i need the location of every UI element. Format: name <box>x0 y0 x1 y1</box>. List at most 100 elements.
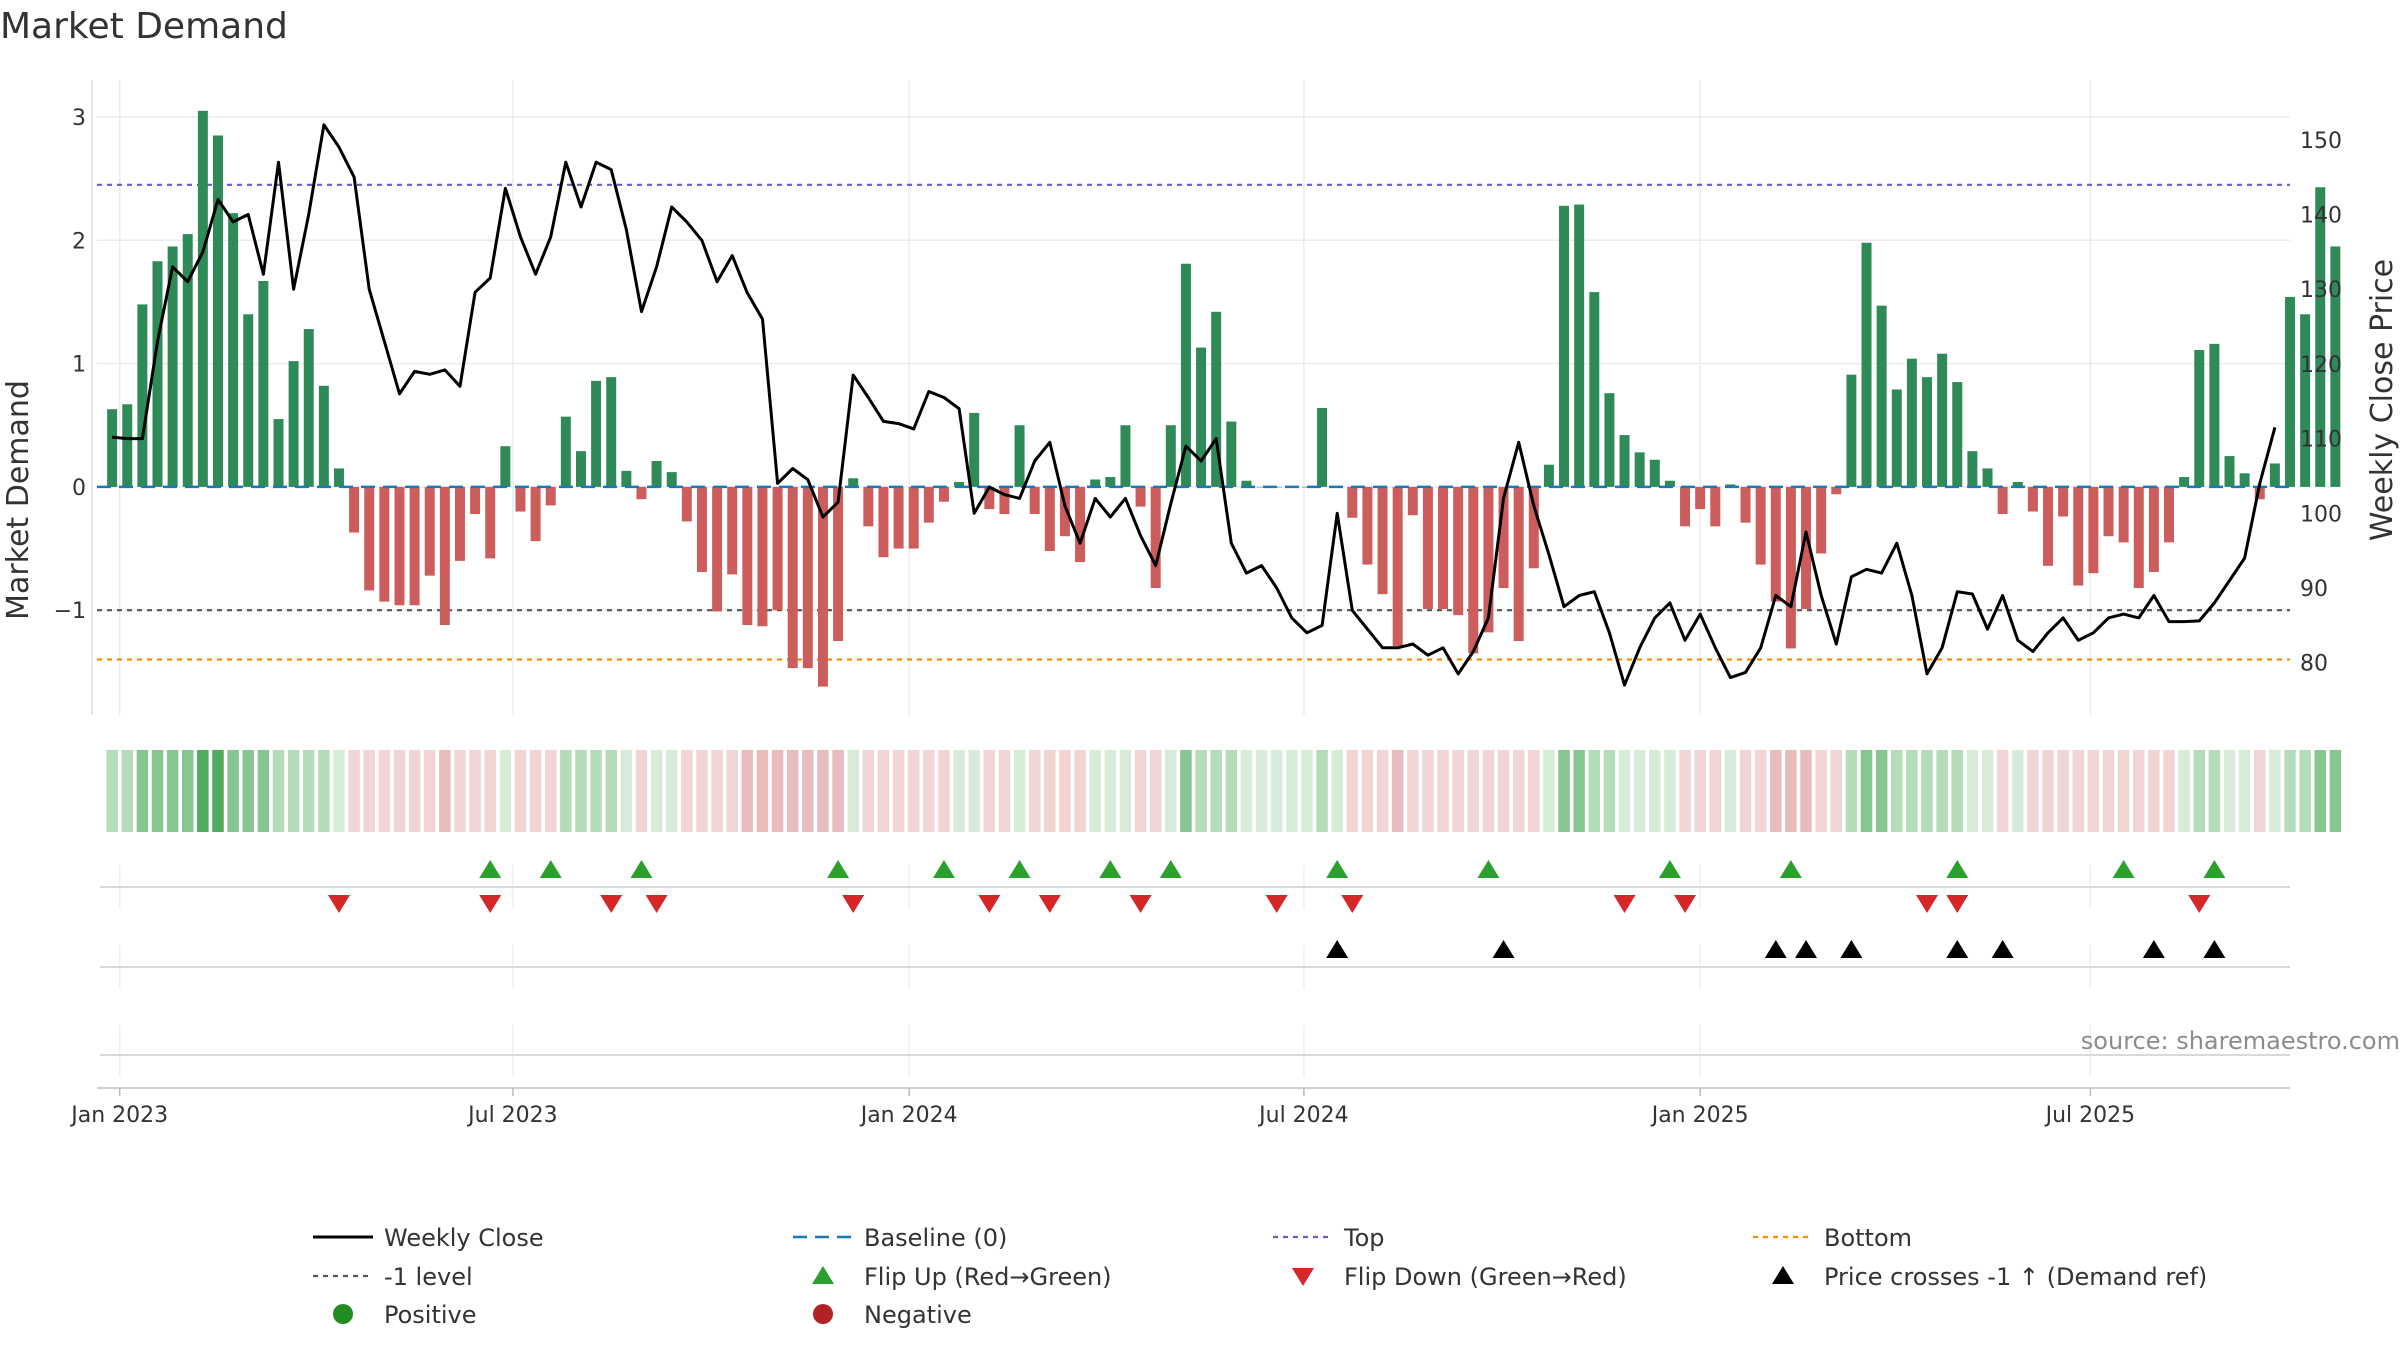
heat-cell <box>1331 750 1343 832</box>
legend-triangle-down-icon <box>1292 1268 1314 1286</box>
heat-cell <box>1891 750 1903 832</box>
heat-cell <box>408 750 421 832</box>
x-tick-label: Jul 2024 <box>1257 1103 1349 1128</box>
heat-cell <box>136 750 149 832</box>
heat-cell <box>892 750 905 832</box>
heat-cell <box>560 750 572 832</box>
heat-cell <box>2133 750 2145 832</box>
flip-down-marker <box>327 895 350 913</box>
heat-cell <box>1316 750 1328 832</box>
heat-cell <box>2329 750 2342 832</box>
flip-up-marker <box>1477 860 1500 878</box>
demand-bar <box>1785 486 1796 649</box>
demand-bar <box>137 304 148 487</box>
demand-bar <box>1680 486 1691 527</box>
heat-cell <box>696 750 708 832</box>
demand-bar <box>1831 486 1842 495</box>
demand-bar <box>1165 425 1176 487</box>
flip-down-marker <box>1946 895 1969 913</box>
heat-cell <box>983 750 996 832</box>
heat-cell <box>484 750 496 832</box>
demand-bar <box>258 280 269 487</box>
demand-bar <box>2164 486 2174 543</box>
demand-bar <box>1135 486 1146 507</box>
flip-down-marker <box>2188 895 2211 913</box>
demand-bar <box>1710 486 1721 527</box>
heat-cell <box>786 750 799 832</box>
heat-cell <box>575 750 587 832</box>
heat-cell <box>227 750 239 832</box>
demand-bar <box>1861 242 1872 487</box>
heat-cell <box>1407 750 1419 832</box>
heat-cell <box>1860 750 1873 832</box>
demand-bar <box>2194 350 2205 487</box>
heat-cell <box>166 750 179 832</box>
signal-panels <box>97 865 2290 1089</box>
demand-bar <box>1453 486 1464 616</box>
flip-down-marker <box>600 895 623 913</box>
heat-cell <box>1770 750 1782 832</box>
flip-up-marker <box>1326 860 1349 878</box>
demand-bar <box>2073 486 2084 586</box>
heat-cell <box>817 750 829 832</box>
flip-up-marker <box>479 860 502 878</box>
demand-bar <box>197 110 208 487</box>
demand-bar <box>107 409 118 487</box>
heat-cell <box>363 750 375 832</box>
heat-cell <box>2042 750 2054 832</box>
cross-marker <box>2142 940 2165 958</box>
legend-triangle-up-icon <box>1772 1266 1794 1284</box>
legend-item: Positive <box>333 1301 477 1329</box>
demand-bar <box>379 486 390 602</box>
heat-cell <box>1497 750 1510 832</box>
heat-cell <box>2087 750 2100 832</box>
flip-up-marker <box>1946 860 1969 878</box>
heat-cell <box>1361 750 1374 832</box>
chart-legend: Weekly Close Baseline (0) Top Bottom -1 leve… <box>313 1224 2207 1329</box>
heat-cell <box>741 750 754 832</box>
legend-circle-icon <box>813 1304 833 1324</box>
heat-cell <box>1664 750 1676 832</box>
demand-bar <box>2269 463 2280 487</box>
demand-bar <box>1362 486 1373 565</box>
heat-cell <box>1921 750 1933 832</box>
demand-bar <box>1422 486 1433 609</box>
legend-item: Negative <box>813 1301 972 1329</box>
heat-cell <box>1573 750 1585 832</box>
flip-up-marker <box>2203 860 2226 878</box>
heat-cell <box>1165 750 1177 832</box>
demand-bar <box>424 486 435 576</box>
heat-cell <box>1724 750 1737 832</box>
heat-cell <box>1104 750 1117 832</box>
heat-cell <box>514 750 527 832</box>
right-tick-label: 140 <box>2300 203 2342 228</box>
demand-bar <box>1634 452 1645 487</box>
demand-bar <box>1150 486 1161 588</box>
heat-cell <box>348 750 360 832</box>
demand-bar <box>984 486 995 510</box>
legend-item: Weekly Close <box>313 1224 544 1252</box>
heat-cell <box>2314 750 2326 832</box>
demand-bar <box>2179 477 2190 487</box>
flip-up-marker <box>1008 860 1031 878</box>
demand-bar <box>1392 486 1403 646</box>
heat-cell <box>862 750 875 832</box>
flip-up-marker <box>932 860 955 878</box>
demand-bar <box>908 486 919 549</box>
demand-bar <box>2118 486 2129 543</box>
demand-bars <box>107 110 2341 687</box>
left-tick-label: −1 <box>54 599 86 624</box>
heat-cell <box>1694 750 1706 832</box>
demand-bar <box>2239 473 2250 487</box>
demand-bar <box>1468 486 1479 654</box>
demand-bar <box>2148 486 2159 572</box>
heat-cell <box>1588 750 1601 832</box>
demand-bar <box>666 472 677 487</box>
heat-cell <box>1649 750 1661 832</box>
demand-bar <box>757 486 768 627</box>
demand-bar <box>1997 486 2008 515</box>
demand-bar <box>1075 486 1086 563</box>
heat-cell <box>2012 750 2024 832</box>
demand-bar <box>122 404 133 487</box>
heat-cell <box>1739 750 1752 832</box>
